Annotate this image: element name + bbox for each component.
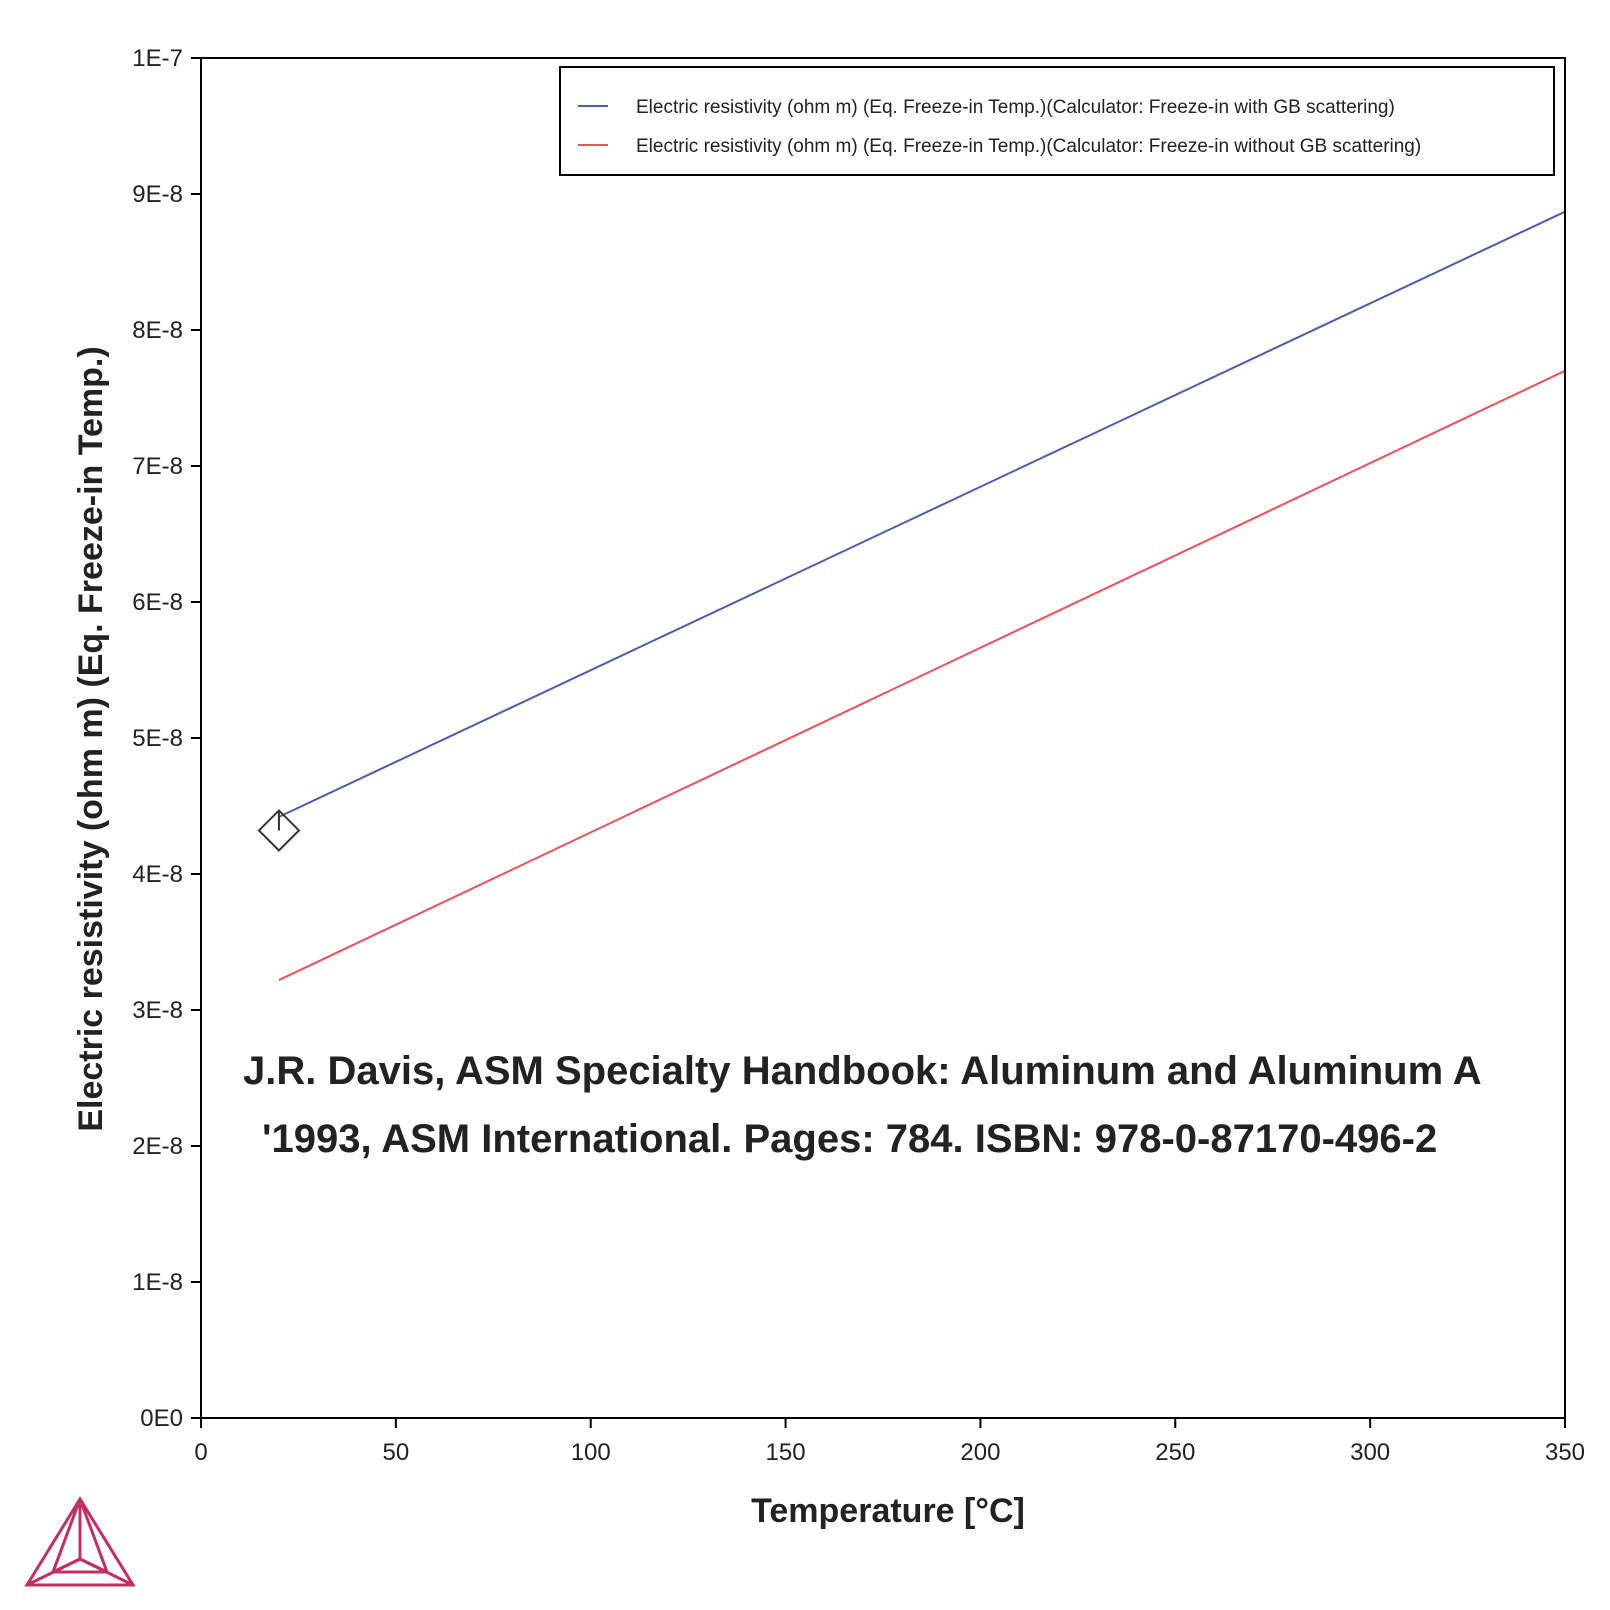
marker-layer xyxy=(257,809,301,852)
series-layer xyxy=(278,210,1566,981)
y-tick-label: 1E-7 xyxy=(132,45,183,72)
x-tick-label: 300 xyxy=(1350,1439,1390,1466)
y-tick-label: 2E-8 xyxy=(132,1133,183,1160)
annotation-line-2: '1993, ASM International. Pages: 784. IS… xyxy=(262,1117,1437,1161)
y-tick-label: 6E-8 xyxy=(132,589,183,616)
x-tick-label: 150 xyxy=(766,1439,806,1466)
y-axis-title: Electric resistivity (ohm m) (Eq. Freeze… xyxy=(72,346,110,1131)
diamond-marker xyxy=(257,809,301,852)
y-tick-label: 5E-8 xyxy=(132,725,183,752)
x-axis-title: Temperature [°C] xyxy=(751,1492,1025,1530)
series-line-1 xyxy=(278,369,1566,981)
x-tick-label: 250 xyxy=(1155,1439,1195,1466)
y-tick-label: 0E0 xyxy=(140,1405,183,1432)
y-tick-label: 8E-8 xyxy=(132,317,183,344)
plot-frame xyxy=(200,57,1566,1419)
y-tick-label: 9E-8 xyxy=(132,181,183,208)
tick-labels: 0 50 100 150 200 250 300 350 0E0 1E-8 2E-8 3E-8 4E-8… xyxy=(132,45,1585,1466)
legend-label-without-gb: Electric resistivity (ohm m) (Eq. Freeze… xyxy=(636,136,1421,157)
x-tick-label: 100 xyxy=(571,1439,611,1466)
legend: Electric resistivity (ohm m) (Eq. Freeze… xyxy=(559,66,1555,176)
y-tick-label: 4E-8 xyxy=(132,861,183,888)
x-tick-label: 0 xyxy=(194,1439,207,1466)
annotation-line-1: J.R. Davis, ASM Specialty Handbook: Alum… xyxy=(243,1049,1482,1093)
y-tick-label: 1E-8 xyxy=(132,1269,183,1296)
annotation-group: J.R. Davis, ASM Specialty Handbook: Alum… xyxy=(243,1049,1482,1161)
series-line-0 xyxy=(278,210,1566,818)
thermo-calc-logo-icon xyxy=(24,1496,136,1587)
y-tick-label: 3E-8 xyxy=(132,997,183,1024)
y-tick-label: 7E-8 xyxy=(132,453,183,480)
legend-box xyxy=(559,66,1555,176)
x-tick-label: 200 xyxy=(960,1439,1000,1466)
legend-label-with-gb: Electric resistivity (ohm m) (Eq. Freeze… xyxy=(636,97,1395,118)
axes xyxy=(191,57,1566,1428)
x-tick-label: 50 xyxy=(383,1439,410,1466)
x-tick-label: 350 xyxy=(1545,1439,1585,1466)
